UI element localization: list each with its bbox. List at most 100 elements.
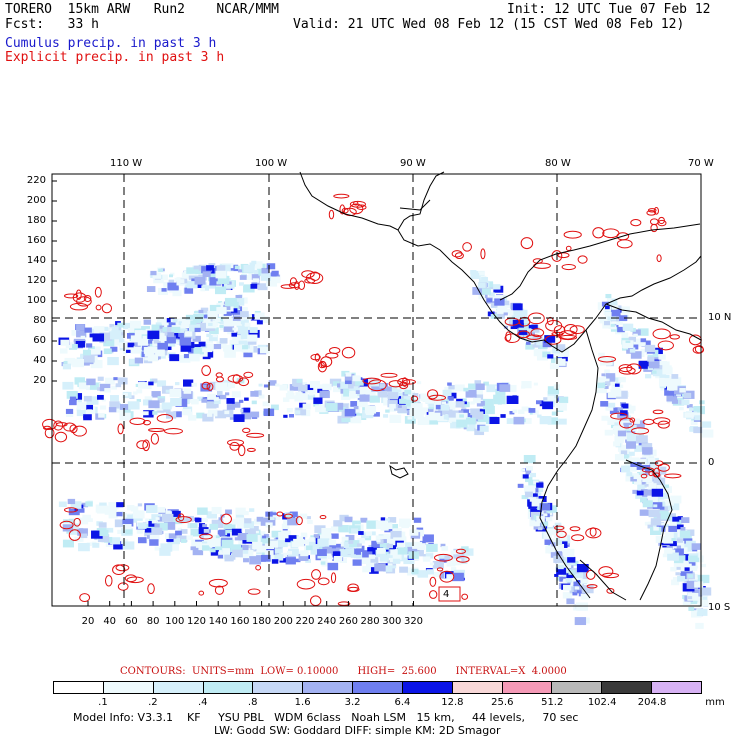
- y-tick-label: 80: [33, 315, 46, 326]
- precip-cell: [565, 578, 573, 583]
- precip-cell: [650, 527, 662, 535]
- precip-contour: [68, 529, 81, 541]
- precip-cell: [653, 477, 666, 486]
- precip-cell: [638, 360, 651, 369]
- precip-cell: [317, 549, 327, 556]
- precip-cell: [367, 547, 374, 552]
- precip-cell: [340, 383, 348, 389]
- precip-cell: [655, 535, 666, 543]
- precip-cell: [383, 533, 390, 539]
- precip-cell: [197, 284, 203, 288]
- precip-cell: [441, 401, 447, 405]
- precip-contour: [341, 207, 349, 214]
- precip-cell: [149, 539, 159, 546]
- precip-cell: [581, 585, 594, 594]
- lon-label-110w: 110 W: [110, 158, 143, 169]
- precip-contour: [295, 516, 303, 526]
- precip-cell: [178, 535, 188, 543]
- precip-cell: [103, 338, 115, 347]
- precip-cell: [405, 399, 416, 407]
- precip-contour: [309, 595, 322, 606]
- precip-cell: [676, 538, 684, 543]
- precip-cell: [82, 349, 91, 356]
- precip-contour: [616, 239, 633, 249]
- precip-cell: [483, 381, 489, 386]
- precip-cell: [601, 415, 609, 421]
- precip-cell: [503, 308, 511, 315]
- precip-cell: [169, 354, 180, 362]
- precip-cell: [208, 538, 221, 547]
- precip-cell: [80, 354, 85, 358]
- precip-cell: [546, 528, 557, 536]
- precip-cell: [349, 387, 360, 395]
- precip-contour: [658, 216, 665, 225]
- precip-cell: [474, 394, 484, 400]
- precip-cell: [387, 517, 397, 523]
- precip-cell: [532, 410, 539, 415]
- precip-cell: [626, 432, 639, 442]
- precip-cell: [686, 404, 693, 409]
- precip-cell: [134, 357, 144, 364]
- precip-cell: [215, 270, 227, 279]
- precip-cell: [62, 539, 74, 548]
- precip-contour: [318, 362, 325, 369]
- precip-contour: [462, 242, 472, 252]
- precip-cell: [122, 541, 135, 550]
- precip-cell: [401, 522, 410, 529]
- precip-cell: [553, 525, 565, 534]
- precip-cell: [447, 396, 454, 401]
- precip-cell: [137, 522, 147, 529]
- precip-cell: [247, 334, 258, 342]
- precip-cell: [250, 391, 259, 397]
- precip-cell: [524, 491, 533, 498]
- precip-cell: [487, 311, 495, 317]
- precip-contour: [101, 303, 112, 314]
- precip-cell: [76, 409, 86, 417]
- precip-cell: [261, 267, 270, 274]
- precip-contour: [79, 593, 91, 603]
- precip-cell: [693, 426, 703, 434]
- precip-cell: [244, 322, 251, 327]
- precip-cell: [607, 417, 619, 425]
- precip-cell: [466, 424, 477, 432]
- precip-cell: [417, 570, 429, 578]
- precip-cell: [660, 361, 670, 368]
- precip-cell: [404, 416, 416, 424]
- precip-cell: [193, 265, 199, 270]
- precip-contour: [208, 578, 228, 588]
- precip-cell: [146, 286, 156, 293]
- precip-cell: [662, 553, 668, 558]
- precip-cell: [251, 261, 263, 269]
- precip-cell: [526, 324, 532, 329]
- precip-cell: [662, 367, 673, 375]
- precip-cell: [450, 550, 462, 559]
- color-legend-bar: [53, 681, 702, 694]
- precip-cell: [72, 358, 84, 368]
- precip-cell: [404, 389, 412, 395]
- precip-cell: [251, 400, 257, 405]
- precip-contour: [589, 527, 597, 537]
- precip-cell: [635, 494, 643, 499]
- precip-cell: [289, 384, 300, 391]
- model-info-line-1: Model Info: V3.3.1 KF YSU PBL WDM 6class…: [73, 711, 579, 724]
- precip-cell: [562, 346, 569, 352]
- precip-cell: [459, 414, 464, 418]
- precip-cell: [670, 567, 677, 572]
- precip-cell: [451, 421, 460, 428]
- precip-cell: [302, 403, 311, 410]
- precip-cell: [161, 513, 174, 522]
- precip-contour: [301, 270, 315, 279]
- precip-cell: [203, 317, 211, 323]
- precip-cell: [628, 336, 637, 342]
- precip-cell: [386, 553, 393, 558]
- precip-cell: [137, 537, 147, 544]
- precip-cell: [150, 270, 157, 276]
- precip-cell: [247, 338, 257, 345]
- precip-cell: [531, 498, 543, 507]
- precip-cell: [91, 530, 103, 539]
- precip-cell: [145, 523, 157, 532]
- precip-cell: [108, 407, 117, 413]
- precip-contour: [126, 576, 144, 584]
- precip-cell: [450, 401, 456, 406]
- precip-cell: [187, 281, 198, 289]
